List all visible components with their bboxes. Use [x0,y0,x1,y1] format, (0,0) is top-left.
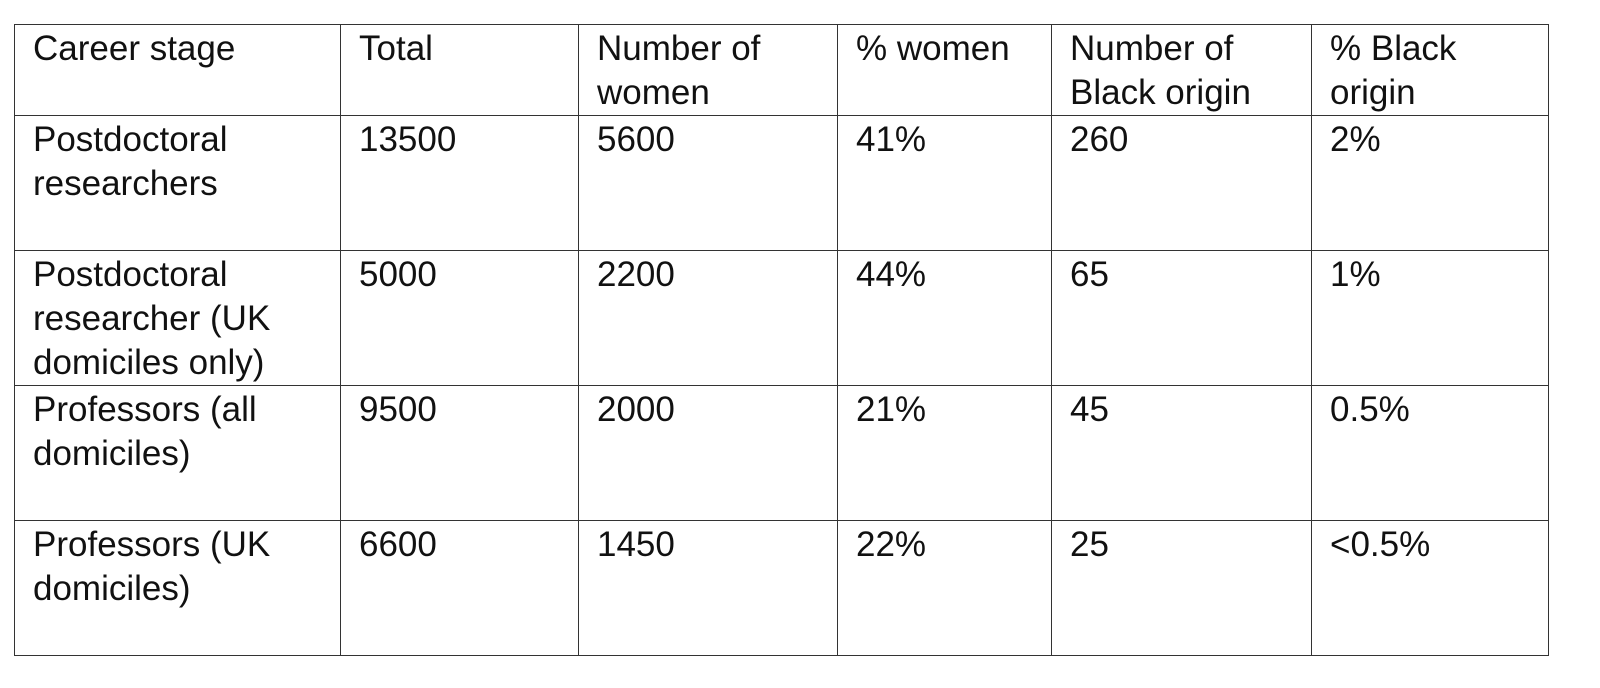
table-cell: 2% [1311,115,1549,251]
table-cell: Postdoctoral researchers [14,115,341,251]
table-cell: 2200 [578,250,838,386]
table-cell: Postdoctoral researcher (UK domiciles on… [14,250,341,386]
table-cell: 41% [837,115,1052,251]
header-cell: % women [837,24,1052,116]
table-cell: 6600 [340,520,579,656]
table-cell: 13500 [340,115,579,251]
header-cell: Number of Black origin [1051,24,1312,116]
table-cell: 21% [837,385,1052,521]
header-cell: % Black origin [1311,24,1549,116]
table-cell: 45 [1051,385,1312,521]
table-row: Professors (all domiciles) 9500 2000 21% 45 0… [14,385,1549,521]
table-row: Professors (UK domiciles) 6600 1450 22% 25 <0… [14,520,1549,656]
table-cell: 1450 [578,520,838,656]
table-cell: 65 [1051,250,1312,386]
table-cell: Professors (all domiciles) [14,385,341,521]
table-cell: 9500 [340,385,579,521]
table-cell: 22% [837,520,1052,656]
table-row: Postdoctoral researchers 13500 5600 41% 260 2… [14,115,1549,251]
table-body: Career stage Total Number of women% women N… [14,24,1549,656]
table-cell: 1% [1311,250,1549,386]
table-cell: Professors (UK domiciles) [14,520,341,656]
table-row: Postdoctoral researcher (UK domiciles on… [14,250,1549,386]
table-cell: 5600 [578,115,838,251]
header-cell: Career stage [14,24,341,116]
table-cell: 0.5% [1311,385,1549,521]
data-table: Career stage Total Number of women% women N… [14,24,1549,656]
table-cell: 44% [837,250,1052,386]
table-cell: <0.5% [1311,520,1549,656]
header-cell: Total [340,24,579,116]
header-cell: Number of women [578,24,838,116]
header-row: Career stage Total Number of women% women N… [14,24,1549,116]
table-cell: 2000 [578,385,838,521]
table-cell: 5000 [340,250,579,386]
table-cell: 260 [1051,115,1312,251]
table-cell: 25 [1051,520,1312,656]
